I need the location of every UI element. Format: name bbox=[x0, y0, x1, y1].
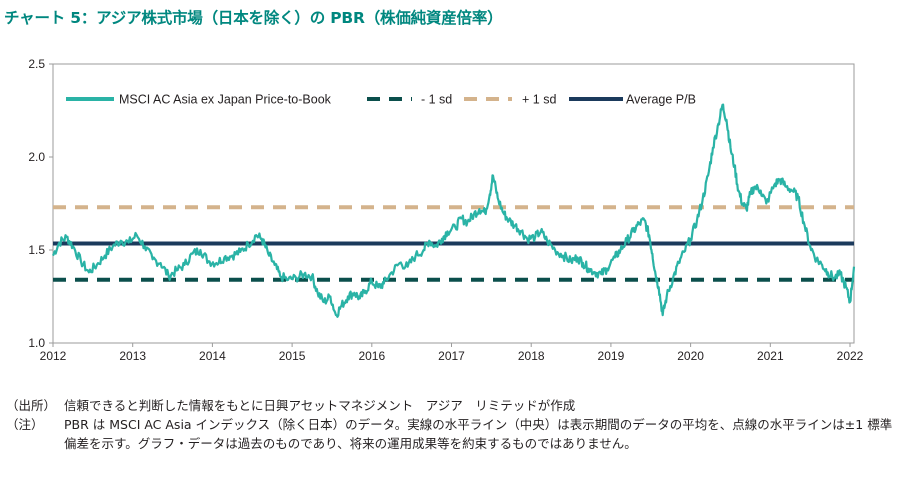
source-text: 信頼できると判断した情報をもとに日興アセットマネジメント アジア リミテッドが作… bbox=[64, 398, 576, 413]
x-tick-label: 2020 bbox=[677, 349, 704, 363]
plot-area-frame bbox=[52, 63, 855, 344]
pbr-line-chart: 1.01.52.02.5 2012 2013 2014 2015 2016 2017 201… bbox=[28, 57, 864, 363]
series-group bbox=[52, 103, 856, 318]
footnotes: （出所） 信頼できると判断した情報をもとに日興アセットマネジメント アジア リミ… bbox=[6, 396, 902, 453]
x-tick-label: 2012 bbox=[40, 349, 67, 363]
chart-title: チャート 5：アジア株式市場（日本を除く）の PBR（株価純資産倍率） bbox=[4, 9, 503, 27]
legend-plus-1sd-label: + 1 sd bbox=[522, 93, 556, 107]
y-tick-label: 1.0 bbox=[28, 336, 45, 350]
x-tick-label: 2016 bbox=[358, 349, 385, 363]
x-axis: 2012 2013 2014 2015 2016 2017 2018 2019 2020 2021… bbox=[40, 343, 864, 363]
source-label: （出所） bbox=[6, 398, 57, 413]
note-label: （注） bbox=[6, 417, 44, 432]
remark-note: （注） PBR は MSCI AC Asia インデックス（除く日本）のデータ。… bbox=[6, 415, 902, 453]
y-tick-label: 2.0 bbox=[28, 150, 45, 164]
x-tick-label: 2013 bbox=[119, 349, 146, 363]
pbr-series-line bbox=[52, 103, 856, 318]
note-text: PBR は MSCI AC Asia インデックス（除く日本）のデータ。実線の水… bbox=[64, 417, 893, 451]
x-tick-label: 2022 bbox=[837, 349, 864, 363]
y-tick-label: 1.5 bbox=[28, 243, 45, 257]
y-tick-label: 2.5 bbox=[28, 57, 45, 71]
y-axis: 1.0 1.5 2.0 2.5 bbox=[28, 57, 53, 350]
legend: MSCI AC Asia ex Japan Price-to-Book - 1 s… bbox=[66, 93, 696, 107]
x-tick-label: 2015 bbox=[279, 349, 306, 363]
x-tick-label: 2017 bbox=[438, 349, 465, 363]
x-tick-label: 2014 bbox=[199, 349, 226, 363]
legend-minus-1sd-label: - 1 sd bbox=[421, 93, 452, 107]
x-tick-label: 2018 bbox=[518, 349, 545, 363]
x-tick-label: 2021 bbox=[757, 349, 784, 363]
x-tick-label: 2019 bbox=[598, 349, 625, 363]
legend-series-label: MSCI AC Asia ex Japan Price-to-Book bbox=[119, 93, 332, 107]
legend-average-label: Average P/B bbox=[626, 93, 696, 107]
source-note: （出所） 信頼できると判断した情報をもとに日興アセットマネジメント アジア リミ… bbox=[6, 396, 902, 415]
reference-lines bbox=[53, 205, 854, 282]
